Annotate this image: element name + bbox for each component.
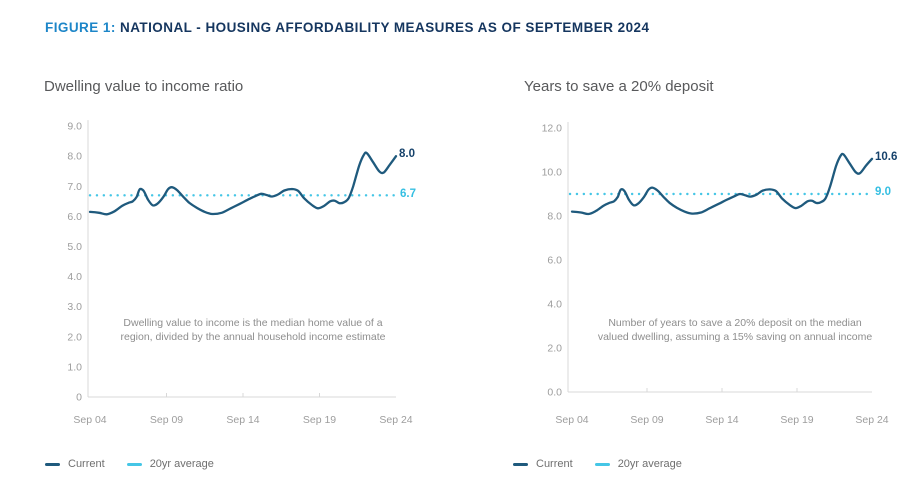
chart-panel-years-to-save: Years to save a 20% deposit 12.0 10.0 8.0 6… — [500, 78, 920, 483]
y-tick-label: 5.0 — [67, 241, 82, 253]
y-tick-label: 0.0 — [547, 387, 562, 399]
current-line — [88, 151, 398, 216]
x-tick-label: Sep 24 — [379, 414, 412, 426]
y-tick-label: 3.0 — [67, 301, 82, 313]
x-tick-label: Sep 14 — [705, 414, 738, 426]
average-series-end-label: 9.0 — [875, 186, 891, 198]
y-tick-label: 4.0 — [547, 299, 562, 311]
legend: Current 20yr average — [45, 458, 214, 470]
current-line — [570, 152, 874, 216]
chart-title: Years to save a 20% deposit — [524, 78, 714, 95]
y-tick-label: 0 — [76, 392, 82, 404]
average-series-end-label: 6.7 — [400, 188, 416, 200]
chart-title: Dwelling value to income ratio — [44, 78, 244, 95]
y-tick-label: 10.0 — [542, 167, 563, 179]
y-tick-label: 2.0 — [67, 331, 82, 343]
y-tick-label: 1.0 — [67, 361, 82, 373]
chart-panel-dwelling-value: Dwelling value to income ratio 9.0 8.0 7.0… — [40, 78, 480, 483]
line-chart-dwelling-value-to-income: 9.0 8.0 7.0 6.0 5.0 4.0 3.0 2.0 1.0 0 Sep 04 Sep 09… — [67, 120, 413, 426]
x-tick-label: Sep 14 — [226, 414, 259, 426]
y-tick-label: 8.0 — [67, 151, 82, 163]
legend: Current 20yr average — [513, 458, 682, 470]
figure-number-label: FIGURE 1: — [45, 20, 116, 35]
legend-label-current: Current — [536, 458, 573, 470]
y-tick-label: 8.0 — [547, 211, 562, 223]
y-tick-label: 7.0 — [67, 181, 82, 193]
x-tick-label: Sep 04 — [555, 414, 588, 426]
x-tick-label: Sep 19 — [780, 414, 813, 426]
chart-annotation: Number of years to save a 20% deposit on… — [597, 317, 873, 343]
y-tick-label: 6.0 — [547, 255, 562, 267]
figure-title-text: NATIONAL - HOUSING AFFORDABILITY MEASURE… — [120, 20, 650, 35]
current-legend-dash-icon — [513, 462, 528, 466]
legend-label-current: Current — [68, 458, 105, 470]
x-tick-label: Sep 09 — [630, 414, 663, 426]
x-tick-label: Sep 04 — [73, 414, 106, 426]
y-tick-label: 2.0 — [547, 343, 562, 355]
y-tick-label: 12.0 — [542, 123, 563, 135]
current-legend-dash-icon — [45, 462, 60, 466]
chart-annotation: Dwelling value to income is the median h… — [120, 317, 386, 343]
x-tick-label: Sep 09 — [150, 414, 183, 426]
current-series-end-label: 10.6 — [875, 151, 898, 163]
average-legend-dash-icon — [126, 462, 142, 466]
line-chart-years-to-save-deposit: 12.0 10.0 8.0 6.0 4.0 2.0 0.0 Sep 04 Sep 09 Sep 1… — [542, 122, 889, 426]
y-tick-label: 4.0 — [67, 271, 82, 283]
x-tick-label: Sep 19 — [303, 414, 336, 426]
x-tick-label: Sep 24 — [855, 414, 888, 426]
y-tick-label: 9.0 — [67, 121, 82, 133]
average-legend-dash-icon — [594, 462, 610, 466]
figure-title: FIGURE 1: NATIONAL - HOUSING AFFORDABILI… — [45, 20, 649, 35]
legend-label-average: 20yr average — [149, 458, 214, 470]
legend-label-average: 20yr average — [617, 458, 682, 470]
current-series-end-label: 8.0 — [399, 148, 415, 160]
y-tick-label: 6.0 — [67, 211, 82, 223]
